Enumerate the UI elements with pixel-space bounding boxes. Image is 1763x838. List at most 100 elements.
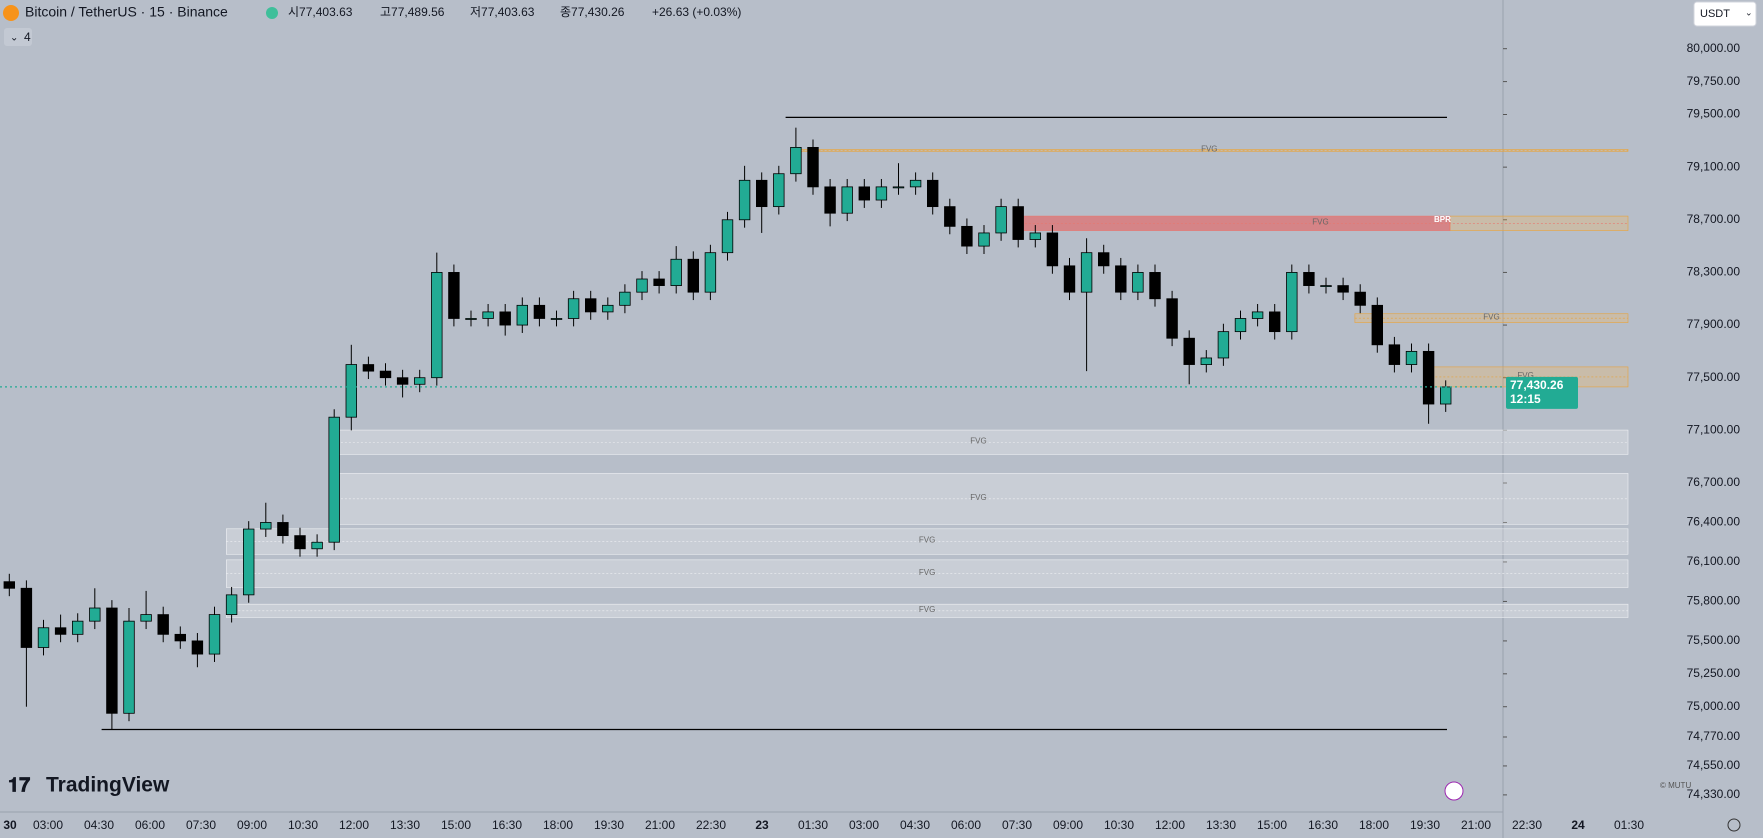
- x-tick-label: 10:30: [1104, 818, 1134, 832]
- candle-body: [636, 278, 648, 293]
- x-tick-label: 06:00: [135, 818, 165, 832]
- x-tick-label: 04:30: [900, 818, 930, 832]
- candle-body: [465, 318, 477, 320]
- candle-body: [208, 614, 221, 655]
- y-tick-label: 75,800.00: [1687, 594, 1741, 608]
- currency-select[interactable]: [1693, 1, 1757, 27]
- candle-body: [37, 627, 50, 648]
- candle-body: [482, 311, 494, 319]
- logo-mark: 𝟏𝟕: [8, 774, 30, 796]
- candle-body: [277, 522, 289, 537]
- zone-label: FVG: [1312, 217, 1328, 226]
- candle-body: [157, 614, 169, 635]
- zone-label: FVG: [1201, 144, 1217, 153]
- btc-icon: [3, 5, 19, 21]
- candle-body: [1217, 331, 1230, 359]
- y-tick-label: 75,000.00: [1687, 699, 1741, 713]
- candle-body: [602, 304, 614, 313]
- last-price-tag: [1506, 376, 1578, 409]
- candle-body: [1440, 386, 1452, 405]
- candle-body: [961, 225, 973, 247]
- x-tick-label: 21:00: [1461, 818, 1491, 832]
- ohlc-open: 시77,403.63: [288, 5, 353, 19]
- last-price-label: 77,430.26: [1510, 378, 1564, 392]
- candle-body: [892, 186, 905, 189]
- y-tick-label: 77,100.00: [1687, 423, 1741, 437]
- currency: USDT: [1700, 8, 1730, 20]
- x-tick-label: 23: [755, 818, 769, 832]
- x-tick-label: 07:30: [1002, 818, 1032, 832]
- x-tick-label: 18:00: [543, 818, 573, 832]
- candle-body: [431, 272, 443, 379]
- candle-body: [670, 258, 682, 286]
- candle-body: [995, 206, 1007, 234]
- zone-label: FVG: [970, 493, 986, 502]
- candle-body: [1303, 272, 1315, 286]
- candle-body: [396, 377, 409, 385]
- symbol[interactable]: Bitcoin / TetherUS · 15 · Binance: [25, 4, 228, 20]
- settings-button[interactable]: [1727, 818, 1741, 832]
- ohlc-low: 저77,403.63: [470, 5, 535, 19]
- candle-body: [824, 186, 836, 214]
- candle-body: [106, 607, 118, 714]
- candle-body: [123, 620, 135, 714]
- candle-body: [533, 304, 546, 319]
- header: Bitcoin / TetherUS · 15 · Binance 시77,40…: [3, 4, 741, 46]
- x-tick-label: 22:30: [696, 818, 726, 832]
- x-tick-label: 12:00: [339, 818, 369, 832]
- y-tick-label: 75,500.00: [1687, 633, 1741, 647]
- x-tick-label: 13:30: [390, 818, 420, 832]
- lightning-button[interactable]: [1444, 781, 1464, 801]
- y-tick-label: 79,100.00: [1687, 159, 1741, 173]
- y-tick-label: 79,750.00: [1687, 74, 1741, 88]
- candle-body: [1388, 344, 1401, 365]
- y-tick-label: 80,000.00: [1687, 41, 1741, 55]
- y-tick-label: 74,770.00: [1687, 729, 1741, 743]
- candle-body: [413, 377, 426, 385]
- zone-label: FVG: [1483, 312, 1499, 321]
- y-tick-label: 75,250.00: [1687, 666, 1741, 680]
- candle-body: [1354, 291, 1366, 306]
- x-tick-label: 24: [1571, 818, 1585, 832]
- candle-body: [294, 535, 306, 550]
- candle-body: [756, 179, 768, 208]
- candle-body: [191, 640, 204, 655]
- candle-body: [242, 528, 255, 596]
- candle-body: [311, 541, 323, 550]
- candle-body: [790, 146, 802, 175]
- candle-body: [1371, 304, 1384, 346]
- candle-body: [345, 364, 358, 418]
- candle-body: [1115, 265, 1127, 293]
- zone-label: FVG: [919, 536, 935, 545]
- candle-body: [1234, 318, 1247, 333]
- candle-body: [721, 219, 734, 254]
- zone-label: FVG: [970, 436, 986, 445]
- x-tick-label: 16:30: [492, 818, 522, 832]
- candle-body: [567, 298, 580, 319]
- candle-body: [687, 258, 700, 293]
- candle-body: [72, 620, 84, 635]
- x-tick-label: 12:00: [1155, 818, 1185, 832]
- x-tick-label: 03:00: [849, 818, 879, 832]
- candle-body: [499, 311, 511, 326]
- candle-body: [1098, 252, 1110, 267]
- candle-body: [704, 252, 717, 293]
- candle-body: [619, 291, 631, 306]
- candle-body: [585, 298, 597, 313]
- candle-body: [140, 614, 152, 622]
- indicator-toggle[interactable]: [4, 28, 32, 46]
- y-tick-label: 76,400.00: [1687, 515, 1741, 529]
- candle-body: [260, 522, 272, 530]
- x-tick-label: 01:30: [798, 818, 828, 832]
- candle-body: [1132, 272, 1144, 293]
- candle-body: [807, 146, 819, 188]
- candle-body: [328, 416, 340, 543]
- x-tick-label: 06:00: [951, 818, 981, 832]
- candle-body: [225, 594, 238, 615]
- candle-body: [1286, 272, 1298, 333]
- x-tick-label: 15:00: [1257, 818, 1287, 832]
- candle-body: [1166, 298, 1178, 339]
- y-tick-label: 77,500.00: [1687, 370, 1741, 384]
- candle-body: [20, 587, 33, 648]
